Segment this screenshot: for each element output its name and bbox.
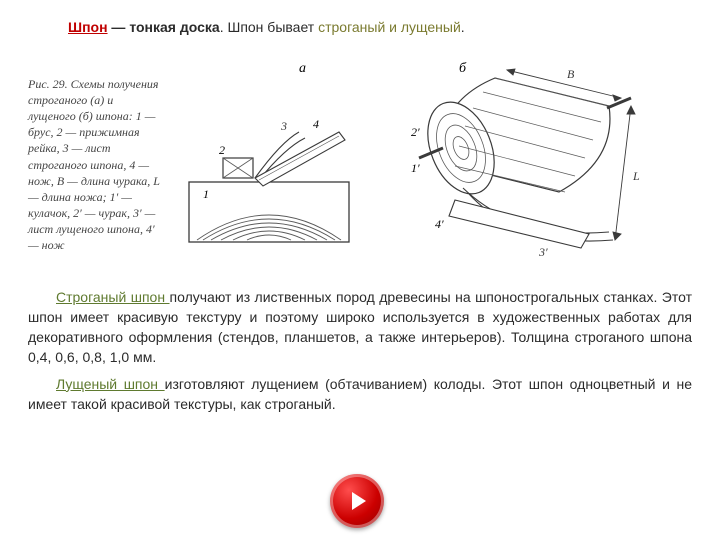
tail-olive: строганый и лущеный xyxy=(318,19,461,35)
term: Шпон xyxy=(68,19,108,35)
tail-plain: . Шпон бывает xyxy=(220,19,318,35)
figure-diagram: а 1 xyxy=(179,52,659,265)
mark-b2: 2′ xyxy=(411,125,420,139)
mark-B: B xyxy=(567,67,575,81)
knife-b: 4′ xyxy=(435,200,589,248)
play-button[interactable] xyxy=(330,474,384,528)
mark-a3: 3 xyxy=(280,119,287,133)
mark-L: L xyxy=(632,169,640,183)
tail-end: . xyxy=(461,19,465,35)
mark-a4: 4 xyxy=(313,117,319,131)
figure-block: Рис. 29. Схемы получения строганого (а) … xyxy=(28,52,692,265)
dim-L: L xyxy=(613,106,640,240)
mark-b1: 1′ xyxy=(411,161,420,175)
p1-lead: Строганый шпон xyxy=(56,289,170,305)
mark-a2: 2 xyxy=(219,143,225,157)
wood-block: 1 xyxy=(189,182,349,242)
figure-label-a: а xyxy=(299,61,306,76)
definition: тонкая доска xyxy=(129,19,219,35)
mark-b4: 4′ xyxy=(435,217,444,231)
heading-line: Шпон — тонкая доска. Шпон бывает строган… xyxy=(68,18,692,38)
pressure-bar: 2 xyxy=(219,143,253,178)
paragraph-1: Строганый шпон получают из лиственных по… xyxy=(28,287,692,368)
log-cylinder xyxy=(415,78,631,204)
p2-lead: Лущеный шпон xyxy=(56,376,165,392)
play-icon xyxy=(344,488,370,514)
figure-caption: Рис. 29. Схемы получения строганого (а) … xyxy=(28,52,163,254)
figure-label-b: б xyxy=(459,61,467,76)
paragraph-2: Лущеный шпон изготовляют лущением (обтач… xyxy=(28,374,692,415)
dash: — xyxy=(108,19,130,35)
mark-b3: 3′ xyxy=(538,245,548,259)
knife-a: 4 xyxy=(255,117,345,186)
mark-a1: 1 xyxy=(203,187,209,201)
